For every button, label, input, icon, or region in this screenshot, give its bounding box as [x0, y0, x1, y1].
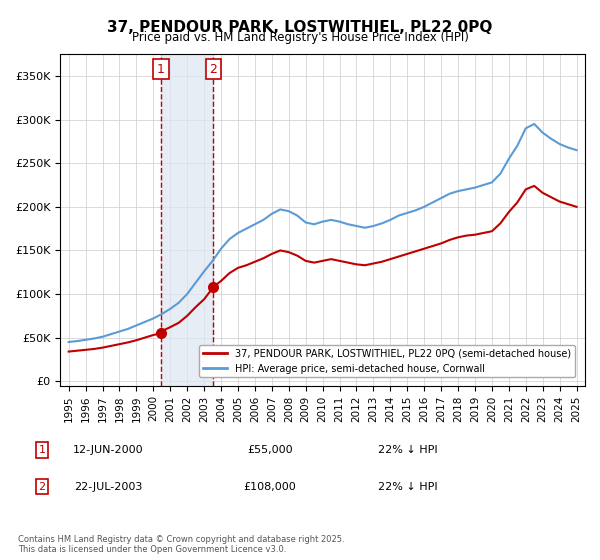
Text: 22-JUL-2003: 22-JUL-2003	[74, 482, 142, 492]
Text: 22% ↓ HPI: 22% ↓ HPI	[378, 482, 438, 492]
Legend: 37, PENDOUR PARK, LOSTWITHIEL, PL22 0PQ (semi-detached house), HPI: Average pric: 37, PENDOUR PARK, LOSTWITHIEL, PL22 0PQ …	[199, 345, 575, 377]
Text: Contains HM Land Registry data © Crown copyright and database right 2025.
This d: Contains HM Land Registry data © Crown c…	[18, 535, 344, 554]
Text: 2: 2	[38, 482, 46, 492]
Text: Price paid vs. HM Land Registry's House Price Index (HPI): Price paid vs. HM Land Registry's House …	[131, 31, 469, 44]
Text: £108,000: £108,000	[244, 482, 296, 492]
Text: 37, PENDOUR PARK, LOSTWITHIEL, PL22 0PQ: 37, PENDOUR PARK, LOSTWITHIEL, PL22 0PQ	[107, 20, 493, 35]
Text: 1: 1	[38, 445, 46, 455]
Text: 1: 1	[157, 63, 165, 76]
Text: £55,000: £55,000	[247, 445, 293, 455]
Text: 12-JUN-2000: 12-JUN-2000	[73, 445, 143, 455]
Text: 22% ↓ HPI: 22% ↓ HPI	[378, 445, 438, 455]
Text: 2: 2	[209, 63, 217, 76]
Bar	[161, 54, 214, 386]
